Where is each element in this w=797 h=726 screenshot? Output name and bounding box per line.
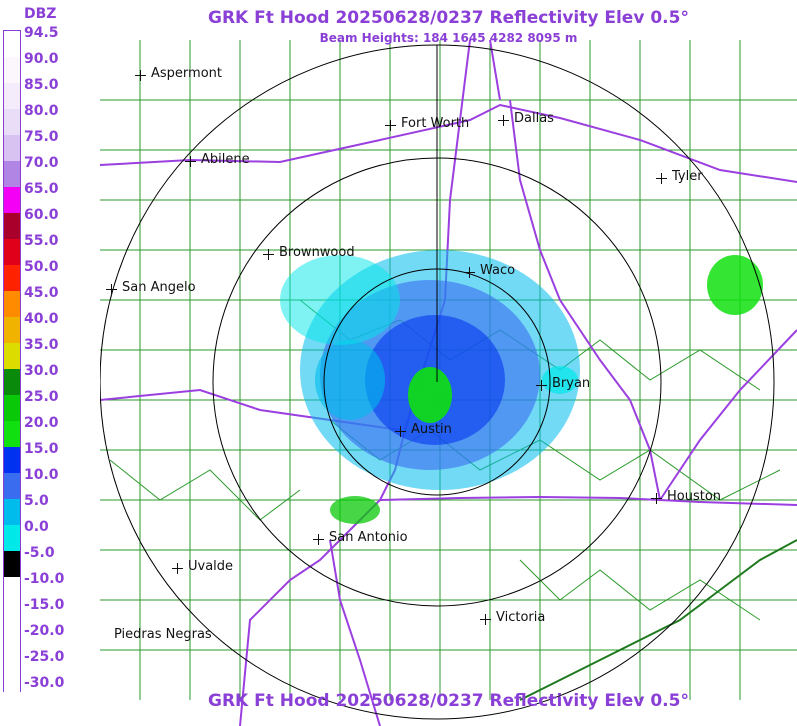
legend-swatch	[4, 291, 20, 317]
legend-swatch	[4, 499, 20, 525]
legend-swatch	[4, 655, 20, 681]
legend-label: 30.0	[24, 363, 59, 379]
city-label: Aspermont	[151, 66, 222, 81]
legend-label: 75.0	[24, 129, 59, 145]
legend-label: 70.0	[24, 155, 59, 171]
coastline	[519, 539, 797, 701]
legend-swatch	[4, 603, 20, 629]
legend-label: 55.0	[24, 233, 59, 249]
city-label: Tyler	[672, 169, 703, 184]
legend-label: 94.5	[24, 25, 59, 41]
radar-echoes	[280, 250, 763, 524]
city-marker-icon	[464, 267, 475, 278]
legend-swatch	[4, 265, 20, 291]
city-marker-icon	[395, 426, 406, 437]
map-title: GRK Ft Hood 20250628/0237 Reflectivity E…	[208, 8, 689, 28]
legend-swatch	[4, 395, 20, 421]
city-label: Brownwood	[279, 245, 355, 260]
city-label: Dallas	[514, 111, 554, 126]
legend-colorbar	[3, 30, 21, 707]
legend-swatch	[4, 369, 20, 395]
city-label: Victoria	[496, 610, 546, 625]
city-label: San Angelo	[122, 280, 196, 295]
city-marker-icon	[656, 173, 667, 184]
map-title-bottom: GRK Ft Hood 20250628/0237 Reflectivity E…	[208, 691, 689, 711]
color-legend: DBZ 94.5 90.0 85.0 80.0 75.0 70.0 65.0 60.0 55.0…	[0, 0, 100, 726]
legend-swatch	[4, 681, 20, 707]
legend-label: 50.0	[24, 259, 59, 275]
city-marker-icon	[172, 563, 183, 574]
legend-swatch	[4, 317, 20, 343]
city-marker-icon	[385, 120, 396, 131]
legend-label: -15.0	[24, 597, 65, 613]
legend-label: 25.0	[24, 389, 59, 405]
city-marker-icon	[185, 156, 196, 167]
city-marker-icon	[536, 380, 547, 391]
legend-swatch	[4, 447, 20, 473]
legend-label: 10.0	[24, 467, 59, 483]
legend-swatch	[4, 187, 20, 213]
city-marker-icon	[263, 249, 274, 260]
legend-swatch	[4, 343, 20, 369]
city-marker-icon	[313, 534, 324, 545]
legend-swatch	[4, 161, 20, 187]
legend-label: 60.0	[24, 207, 59, 223]
legend-swatch	[4, 421, 20, 447]
legend-label: 85.0	[24, 77, 59, 93]
legend-label: 0.0	[24, 519, 49, 535]
city-marker-icon	[106, 284, 117, 295]
legend-label: 65.0	[24, 181, 59, 197]
city-label: Houston	[667, 489, 722, 504]
legend-label: -5.0	[24, 545, 55, 561]
legend-swatch	[4, 57, 20, 83]
legend-label: -20.0	[24, 623, 65, 639]
legend-swatch	[4, 577, 20, 603]
city-label: Waco	[480, 263, 516, 278]
legend-label: -10.0	[24, 571, 65, 587]
city-marker-icon	[135, 70, 146, 81]
city-label: San Antonio	[329, 530, 408, 545]
legend-label: 45.0	[24, 285, 59, 301]
legend-swatch	[4, 525, 20, 551]
legend-label: 40.0	[24, 311, 59, 327]
legend-label: 90.0	[24, 51, 59, 67]
legend-swatch	[4, 135, 20, 161]
legend-swatch	[4, 109, 20, 135]
city-label: Fort Worth	[401, 116, 470, 131]
city-label: Bryan	[552, 376, 591, 391]
legend-label: -30.0	[24, 675, 65, 691]
city-marker-icon	[651, 493, 662, 504]
city-label: Piedras Negras	[114, 627, 212, 642]
legend-swatch	[4, 473, 20, 499]
legend-label: 5.0	[24, 493, 49, 509]
legend-label: 20.0	[24, 415, 59, 431]
legend-swatch	[4, 629, 20, 655]
city-label: Uvalde	[188, 559, 234, 574]
legend-swatch	[4, 213, 20, 239]
legend-swatch	[4, 239, 20, 265]
legend-swatch	[4, 31, 20, 57]
legend-swatch	[4, 551, 20, 577]
legend-unit: DBZ	[24, 6, 57, 22]
legend-label: -25.0	[24, 649, 65, 665]
city-label: Abilene	[201, 152, 250, 167]
legend-label: 35.0	[24, 337, 59, 353]
city-marker-icon	[480, 614, 491, 625]
legend-label: 80.0	[24, 103, 59, 119]
city-label: Austin	[411, 422, 452, 437]
beam-heights: Beam Heights: 184 1645 4282 8095 m	[319, 31, 578, 45]
legend-label: 15.0	[24, 441, 59, 457]
city-marker-icon	[498, 115, 509, 126]
legend-swatch	[4, 83, 20, 109]
